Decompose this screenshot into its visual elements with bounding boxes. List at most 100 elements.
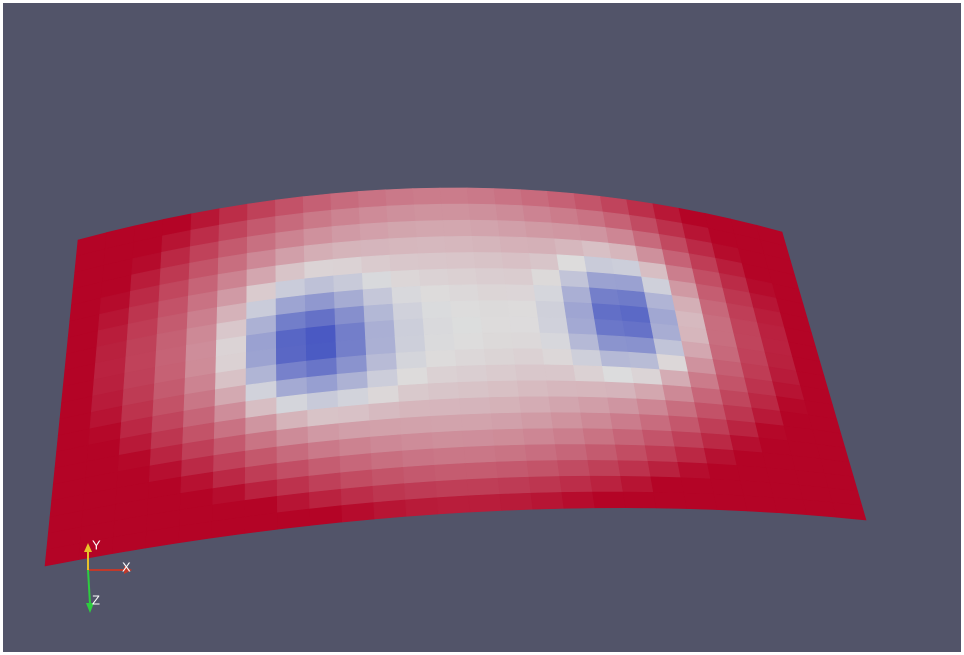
mesh-cell xyxy=(525,222,554,239)
mesh-cell xyxy=(339,421,371,440)
mesh-cell xyxy=(519,397,551,413)
mesh-cell xyxy=(631,368,663,385)
mesh-cell xyxy=(304,243,333,262)
mesh-cell xyxy=(443,220,472,236)
mesh-cell xyxy=(361,239,390,257)
mesh-cell xyxy=(529,253,559,270)
mesh-cell xyxy=(521,190,550,208)
mesh-cell xyxy=(431,415,463,433)
mesh-cell xyxy=(536,301,567,318)
mesh-cell xyxy=(358,190,386,208)
mesh-cell xyxy=(337,372,368,391)
mesh-cell xyxy=(620,305,651,323)
mesh-cell xyxy=(506,285,536,301)
mesh-cell xyxy=(424,334,455,351)
mesh-cell xyxy=(574,365,605,382)
mesh-cell xyxy=(737,466,770,483)
mesh-cell xyxy=(277,509,310,529)
mesh-cell xyxy=(660,370,692,388)
mesh-cell xyxy=(442,204,471,220)
mesh-cell xyxy=(390,254,419,272)
mesh-cell xyxy=(623,321,654,339)
mesh-cell xyxy=(579,225,609,243)
mesh-cell xyxy=(613,429,645,445)
mesh-cell xyxy=(553,429,585,445)
mesh-cell xyxy=(654,339,685,357)
mesh-cell xyxy=(397,368,428,386)
mesh-cell xyxy=(421,285,451,302)
render-view: Y X Z xyxy=(0,0,964,655)
mesh-cell xyxy=(366,353,397,372)
mesh-cell xyxy=(551,413,583,429)
surface-mesh xyxy=(45,188,866,566)
mesh-cell xyxy=(433,447,465,465)
mesh-cell xyxy=(457,365,488,382)
mesh-cell xyxy=(489,397,521,414)
mesh-cell xyxy=(582,241,612,259)
mesh-cell xyxy=(454,333,485,350)
mesh-cell xyxy=(608,398,640,415)
mesh-cell xyxy=(366,337,397,356)
mesh-cell xyxy=(623,492,656,508)
mesh-cell xyxy=(440,188,469,204)
mesh-cell xyxy=(418,253,448,270)
mesh-cell xyxy=(451,301,481,318)
mesh-cell xyxy=(373,484,406,503)
mesh-cell xyxy=(550,207,579,225)
mesh-cell xyxy=(678,462,711,479)
mesh-cell xyxy=(336,339,366,358)
mesh-cell xyxy=(419,269,449,286)
mesh-cell xyxy=(523,429,555,445)
mesh-cell xyxy=(595,319,626,336)
mesh-cell xyxy=(303,194,331,213)
mesh-cell xyxy=(481,317,512,333)
mesh-cell xyxy=(569,334,600,351)
mesh-cell xyxy=(576,209,605,227)
mesh-cell xyxy=(460,398,492,415)
mesh-cell xyxy=(405,498,438,517)
mesh-cell xyxy=(640,415,672,432)
mesh-cell xyxy=(367,369,398,388)
mesh-cell xyxy=(429,399,461,417)
mesh-cell xyxy=(532,269,562,286)
mesh-cell xyxy=(544,365,575,381)
mesh-cell xyxy=(562,286,592,303)
mesh-cell xyxy=(496,205,525,222)
mesh-cell xyxy=(555,445,587,461)
mesh-cell xyxy=(648,461,681,477)
mesh-cell xyxy=(464,446,496,463)
mesh-cell xyxy=(332,241,361,260)
mesh-cell xyxy=(341,470,373,489)
mesh-cell xyxy=(617,290,648,308)
mesh-cell xyxy=(628,352,659,369)
mesh-cell xyxy=(534,285,564,302)
mesh-cell xyxy=(740,481,773,498)
mesh-cell xyxy=(711,479,744,496)
mesh-cell xyxy=(704,448,737,465)
mesh-cell xyxy=(531,492,564,509)
mesh-cell xyxy=(470,220,499,236)
mesh-cell xyxy=(305,276,334,295)
mesh-cell xyxy=(500,237,530,254)
mesh-cell xyxy=(399,400,431,418)
mesh-cell xyxy=(774,498,807,515)
mesh-cell xyxy=(334,273,363,292)
mesh-cell xyxy=(707,464,740,481)
mesh-cell xyxy=(426,350,457,368)
mesh-cell xyxy=(341,486,374,505)
mesh-cell xyxy=(626,337,657,355)
mesh-cell xyxy=(513,349,544,365)
mesh-cell xyxy=(508,301,538,317)
mesh-cell xyxy=(714,494,747,511)
mesh-cell xyxy=(306,309,336,328)
mesh-cell xyxy=(423,318,453,335)
mesh-cell xyxy=(525,445,557,461)
mesh-cell xyxy=(610,413,642,430)
mesh-cell xyxy=(303,210,331,229)
mesh-cell xyxy=(562,492,595,508)
mesh-cell xyxy=(515,365,546,381)
mesh-cell xyxy=(359,206,388,224)
mesh-cell xyxy=(467,478,500,496)
mesh-cell xyxy=(554,239,584,257)
mesh-cell xyxy=(587,272,617,290)
